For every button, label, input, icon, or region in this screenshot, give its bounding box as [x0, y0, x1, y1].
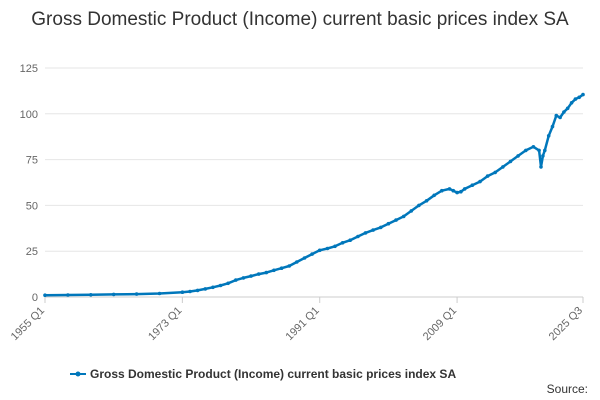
x-tick-label: 1991 Q1	[284, 305, 322, 343]
data-point	[287, 264, 292, 268]
data-point	[386, 221, 391, 226]
data-point	[371, 228, 375, 232]
data-point	[134, 292, 139, 296]
x-tick-label: 1955 Q1	[9, 305, 47, 343]
y-tick-label: 0	[32, 292, 38, 304]
data-point	[234, 278, 238, 282]
data-point	[537, 148, 541, 153]
data-point	[440, 188, 444, 193]
data-point	[546, 134, 551, 138]
data-point	[226, 281, 230, 286]
data-point	[451, 188, 456, 193]
legend-point-marker	[75, 371, 81, 377]
data-point	[401, 214, 406, 219]
x-tick-label: 1973 Q1	[146, 305, 184, 343]
data-point	[524, 148, 528, 153]
data-point	[333, 244, 337, 249]
data-point	[211, 285, 215, 290]
data-point	[310, 252, 314, 256]
data-point	[565, 106, 570, 111]
data-point	[459, 189, 463, 194]
data-point	[379, 225, 383, 230]
data-point	[279, 266, 284, 271]
data-point	[195, 288, 200, 293]
data-point	[256, 272, 261, 276]
data-point	[562, 110, 566, 114]
series-group	[43, 92, 585, 298]
source-label: Source:	[546, 382, 588, 396]
series-line	[43, 93, 585, 297]
data-point	[203, 287, 208, 291]
data-point	[424, 199, 429, 203]
data-point	[569, 101, 574, 105]
y-tick-label: 125	[20, 63, 38, 75]
data-point	[539, 165, 543, 169]
data-point	[447, 187, 452, 191]
data-point	[111, 292, 116, 297]
data-point	[558, 115, 562, 120]
data-point	[432, 193, 437, 198]
data-point	[485, 174, 490, 178]
gridlines	[45, 67, 583, 252]
data-point	[340, 241, 345, 245]
data-point	[43, 293, 47, 298]
data-point	[550, 124, 555, 129]
chart-title: Gross Domestic Product (Income) current …	[31, 9, 569, 30]
y-tick-label: 50	[26, 200, 38, 212]
data-point	[241, 276, 246, 280]
x-tick-label: 2025 Q3	[547, 305, 585, 343]
data-point	[89, 293, 93, 297]
data-point	[501, 165, 505, 169]
data-point	[264, 270, 269, 275]
y-axis-ticks: 0 25 50 75 100 125	[20, 63, 38, 304]
data-point	[409, 209, 414, 213]
data-point	[302, 256, 307, 260]
data-point	[249, 274, 253, 278]
data-point	[417, 203, 421, 208]
data-point	[577, 95, 581, 100]
data-point	[188, 289, 192, 294]
legend-label: Gross Domestic Product (Income) current …	[90, 367, 456, 381]
data-point	[493, 170, 498, 175]
data-point	[272, 268, 276, 273]
data-point	[394, 218, 398, 222]
data-point	[180, 290, 185, 295]
data-point	[478, 179, 482, 184]
data-point	[218, 283, 223, 288]
data-point	[317, 248, 322, 253]
data-point	[573, 97, 578, 101]
data-point	[295, 260, 299, 264]
data-point	[470, 183, 475, 187]
data-point	[462, 187, 467, 191]
data-point	[543, 148, 547, 153]
data-point	[554, 113, 559, 118]
data-point	[516, 154, 520, 158]
y-tick-label: 25	[26, 246, 38, 258]
y-tick-label: 75	[26, 155, 38, 167]
data-point	[455, 190, 459, 195]
data-point	[541, 154, 545, 158]
data-point	[581, 92, 585, 97]
y-tick-label: 100	[20, 109, 38, 121]
data-point	[531, 145, 536, 149]
data-point	[363, 231, 368, 235]
x-axis-ticks: 1955 Q1 1973 Q1 1991 Q1 2009 Q1 2025 Q3	[9, 297, 585, 343]
data-point	[356, 234, 360, 239]
data-point	[66, 293, 70, 297]
x-tick-label: 2009 Q1	[421, 305, 459, 343]
data-point	[508, 159, 513, 164]
data-point	[325, 246, 330, 251]
data-point	[348, 238, 353, 242]
data-point	[157, 291, 162, 296]
legend[interactable]: Gross Domestic Product (Income) current …	[70, 367, 456, 381]
